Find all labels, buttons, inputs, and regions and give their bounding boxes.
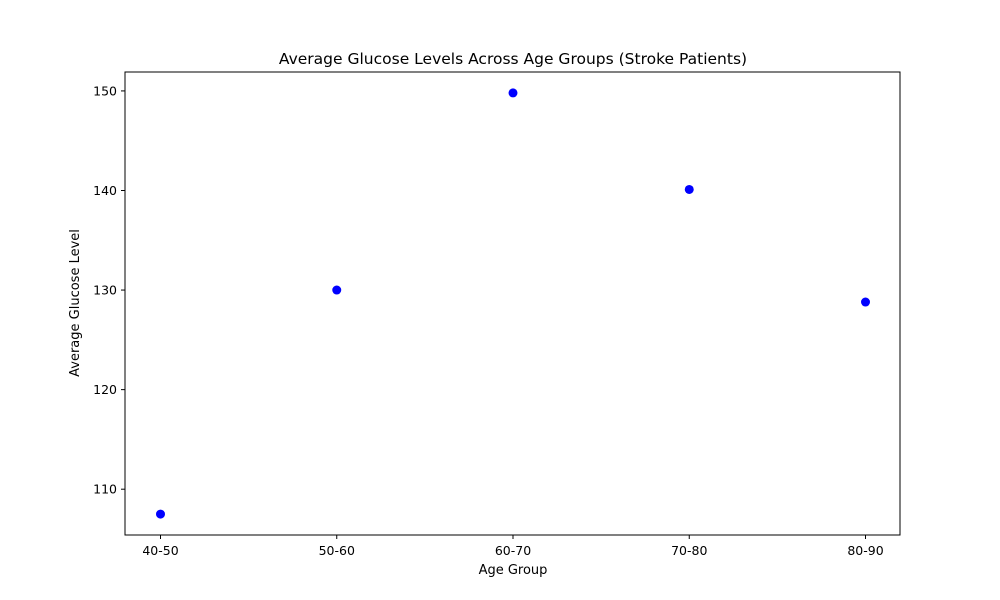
data-point [156, 509, 165, 519]
x-axis: 40-50 50-60 60-70 70-80 80-90 [142, 535, 884, 558]
x-tick-label: 60-70 [495, 543, 531, 558]
y-tick-label: 140 [93, 183, 117, 198]
x-tick-label: 50-60 [319, 543, 355, 558]
x-axis-label: Age Group [479, 563, 548, 578]
y-tick-label: 120 [93, 382, 117, 397]
data-point [861, 297, 870, 307]
data-point [508, 88, 518, 98]
data-points [156, 88, 870, 519]
x-tick-label: 70-80 [671, 543, 707, 558]
x-tick-label: 80-90 [847, 543, 883, 558]
y-tick-label: 150 [93, 83, 117, 98]
y-axis-label: Average Glucose Level [68, 229, 83, 377]
chart-title: Average Glucose Levels Across Age Groups… [279, 50, 747, 68]
y-tick-label: 110 [93, 482, 117, 497]
x-tick-label: 40-50 [142, 543, 178, 558]
plot-area [124, 71, 901, 536]
y-tick-label: 130 [93, 283, 117, 298]
data-point [684, 184, 694, 194]
y-axis: 110 120 130 140 150 [93, 83, 125, 497]
data-point [332, 285, 342, 295]
